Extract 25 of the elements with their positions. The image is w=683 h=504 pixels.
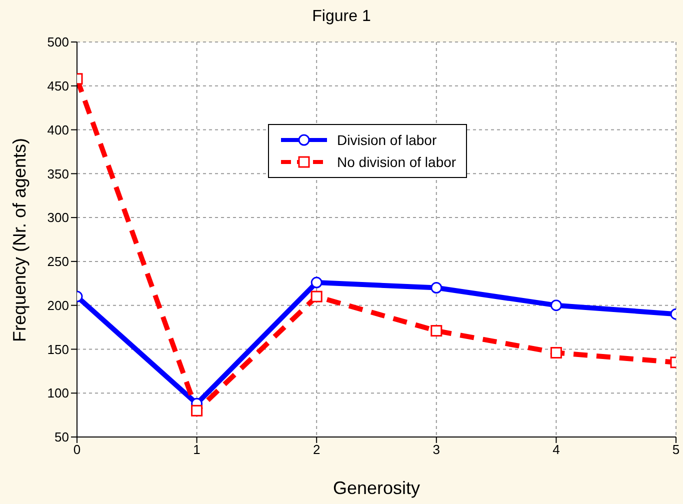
y-axis-title: Frequency (Nr. of agents) [10, 138, 30, 342]
y-tick-label: 500 [47, 34, 69, 50]
chart-title: Figure 1 [311, 8, 372, 26]
y-tick-label: 250 [47, 254, 69, 270]
x-tick-label: 3 [432, 442, 440, 458]
y-tick-label: 50 [54, 430, 69, 445]
legend-label: Division of labor [337, 132, 437, 148]
y-tick-label: 150 [47, 342, 69, 357]
y-tick-label: 200 [47, 298, 69, 313]
y-tick-label: 350 [47, 166, 69, 182]
x-tick-label: 1 [193, 442, 200, 458]
y-tick-label: 400 [47, 122, 69, 138]
x-tick-label: 4 [552, 442, 560, 458]
x-tick-label: 5 [672, 442, 680, 458]
point [310, 290, 322, 302]
y-tick-label: 300 [47, 210, 69, 226]
point [310, 276, 322, 288]
y-tick-label: 450 [47, 78, 69, 94]
x-axis-title: Generosity [332, 478, 422, 499]
x-tick-label: 2 [312, 442, 320, 458]
legend-label: No division of labor [337, 154, 456, 170]
x-tick-label: 0 [73, 442, 81, 458]
y-tick-label: 100 [47, 386, 69, 401]
point [430, 282, 442, 294]
point [430, 325, 442, 337]
